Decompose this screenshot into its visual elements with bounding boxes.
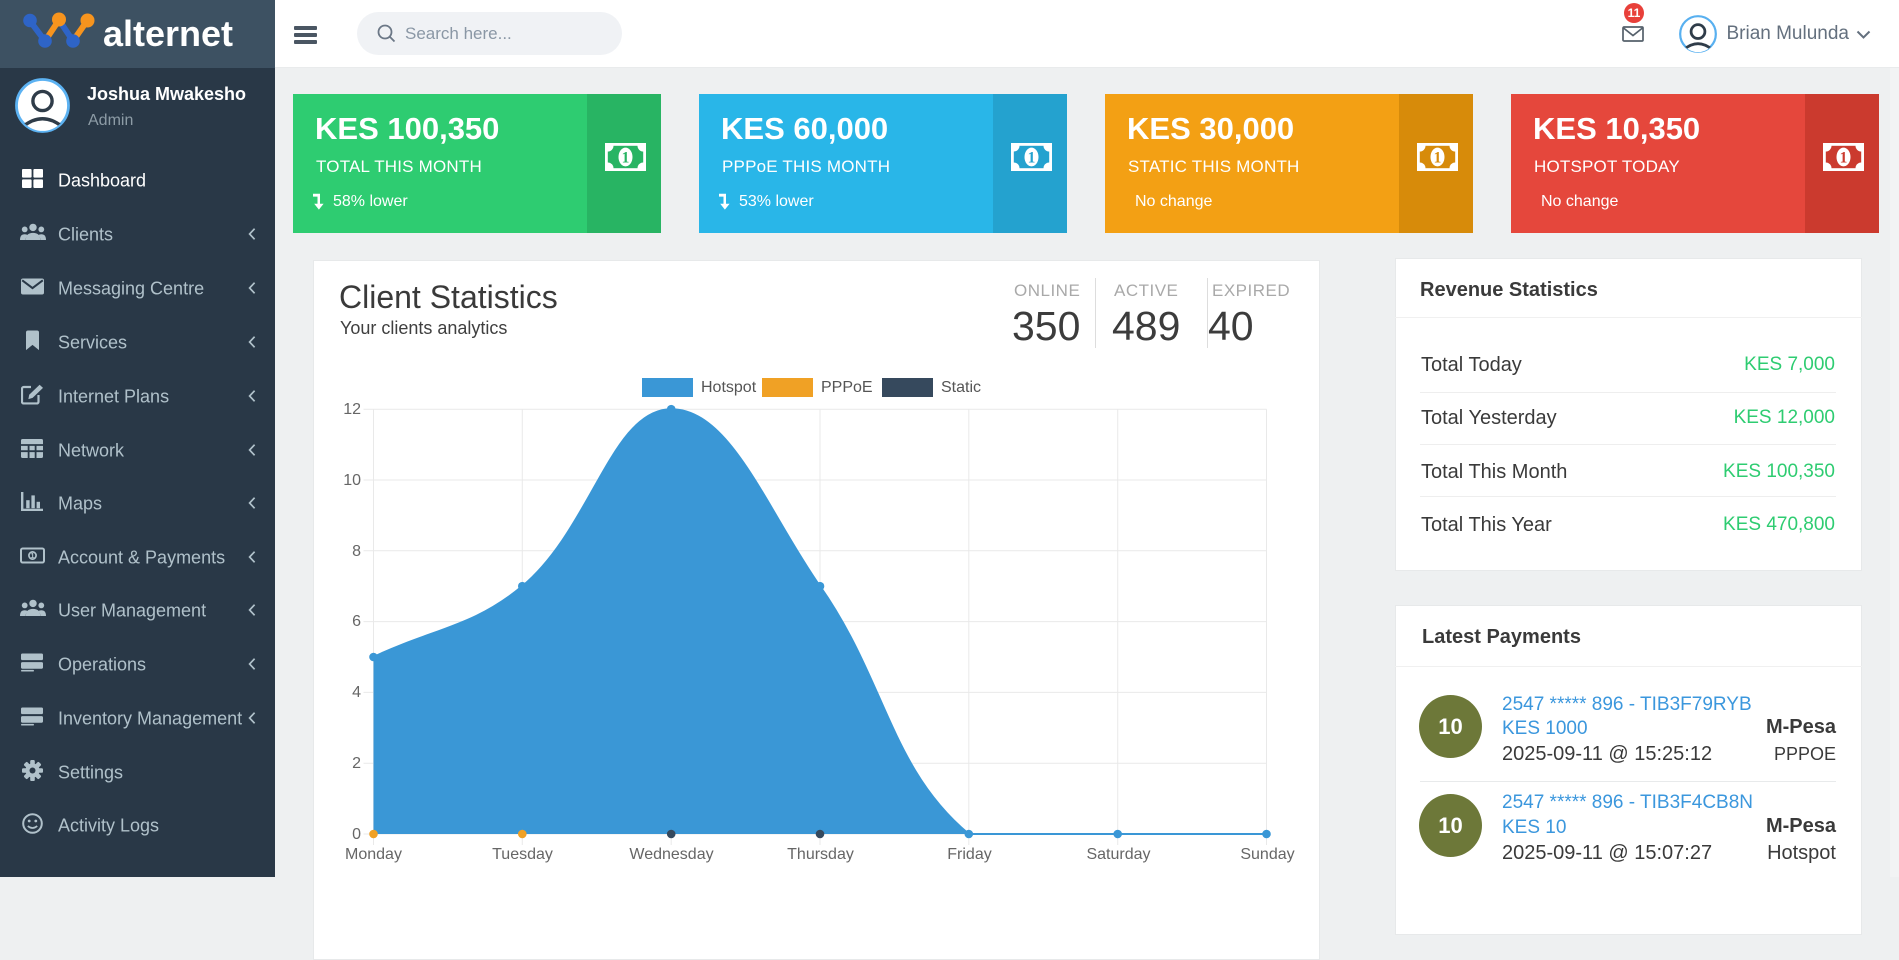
svg-text:1: 1 (30, 551, 34, 560)
svg-text:1: 1 (622, 150, 630, 167)
svg-text:1: 1 (1028, 150, 1036, 167)
svg-text:1: 1 (1840, 150, 1848, 167)
svg-text:1: 1 (1434, 150, 1442, 167)
